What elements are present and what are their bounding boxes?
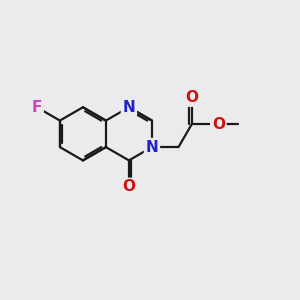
Text: F: F — [32, 100, 42, 115]
Text: O: O — [185, 90, 198, 105]
Text: N: N — [146, 140, 158, 154]
Text: F: F — [32, 100, 42, 115]
Text: O: O — [122, 179, 135, 194]
Text: O: O — [212, 117, 225, 132]
Text: O: O — [185, 90, 198, 105]
Text: N: N — [122, 100, 135, 115]
Text: O: O — [122, 179, 135, 194]
Text: N: N — [146, 140, 158, 154]
Text: O: O — [212, 117, 225, 132]
Text: N: N — [122, 100, 135, 115]
